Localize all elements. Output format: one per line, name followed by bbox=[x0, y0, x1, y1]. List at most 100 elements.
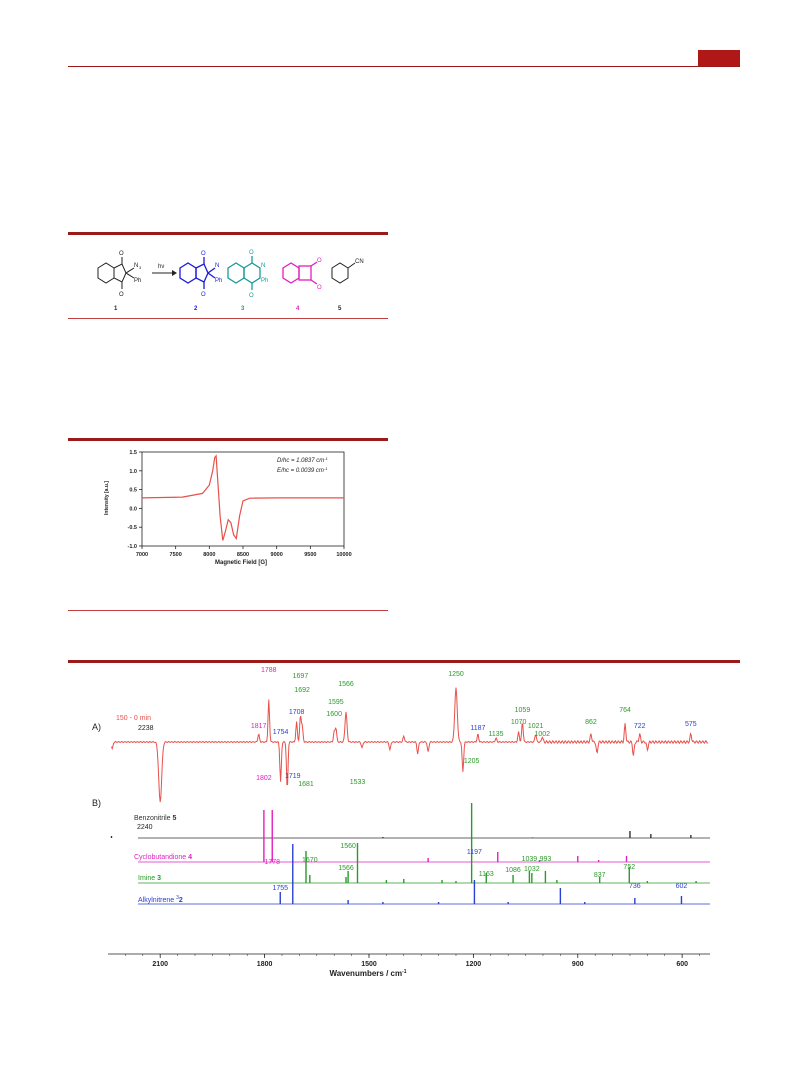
molecule-5 bbox=[331, 262, 356, 284]
arrow-head bbox=[172, 270, 177, 276]
scheme-top-bar bbox=[68, 232, 388, 235]
ir-xtick-label: 600 bbox=[676, 961, 688, 968]
ir-trace-A bbox=[111, 687, 709, 803]
molecule-3 bbox=[227, 256, 261, 290]
label-2240: 2240 bbox=[137, 824, 153, 831]
epr-xtick-label: 9000 bbox=[271, 552, 283, 558]
label-2238: 2238 bbox=[138, 725, 154, 732]
ir-annotation-A: 1059 bbox=[515, 707, 531, 714]
ir-annotation-A: 1070 bbox=[511, 719, 527, 726]
ir-xtick-label: 1800 bbox=[257, 961, 273, 968]
ir-annotation-B: 1533 bbox=[350, 779, 366, 786]
epr-xtick-label: 9500 bbox=[304, 552, 316, 558]
ir-annotation-A: 862 bbox=[585, 719, 597, 726]
mol2-Ph: Ph bbox=[215, 278, 222, 284]
label-5: 5 bbox=[338, 306, 342, 312]
series-name-2: Alkylnitrene 32 bbox=[138, 895, 183, 904]
molecule-4 bbox=[282, 261, 318, 285]
epr-trace bbox=[141, 454, 344, 541]
epr-ytick-label: 0.5 bbox=[129, 488, 137, 494]
epr-xtick-label: 8000 bbox=[203, 552, 215, 558]
ir-annotation-A: 1135 bbox=[488, 731, 503, 738]
mol3-O-top: O bbox=[249, 250, 254, 256]
mol2-N: N bbox=[215, 263, 219, 269]
mol2-O-top: O bbox=[201, 251, 206, 257]
ir-annotation-A: 1595 bbox=[328, 699, 344, 706]
epr-bottom-rule bbox=[68, 610, 388, 611]
panel-B-label: B) bbox=[92, 798, 101, 808]
ir-annotation-B: 1039 bbox=[522, 856, 538, 863]
epr-ytick-label: -0.5 bbox=[128, 525, 137, 531]
label-1: 1 bbox=[114, 306, 118, 312]
label-2: 2 bbox=[194, 306, 198, 312]
epr-xtick-label: 10000 bbox=[336, 552, 351, 558]
ir-annotation-B: 602 bbox=[676, 883, 688, 890]
series-name-4: Cyclobutandione 4 bbox=[134, 854, 192, 861]
ir-xtick-label: 900 bbox=[572, 961, 584, 968]
ir-xtick-label: 1500 bbox=[361, 961, 377, 968]
ir-annotations: 1817 1788 1754 1708 1697 1692 1600 1595 1566 1250… bbox=[251, 667, 697, 892]
label-4: 4 bbox=[296, 306, 300, 312]
ir-annotation-B: 1670 bbox=[302, 857, 318, 864]
ir-spectra: A) B) 150 - 0 min 2238 2240 Benzonitrile… bbox=[92, 667, 710, 978]
ir-annotation-A: 1600 bbox=[326, 711, 342, 718]
ir-top-bar bbox=[68, 660, 740, 663]
ir-xtick-label: 2100 bbox=[152, 961, 168, 968]
ir-annotation-B: 1163 bbox=[479, 871, 494, 878]
mol1-Ph: Ph bbox=[134, 278, 141, 284]
header-tab bbox=[698, 50, 740, 66]
ir-annotation-B: 736 bbox=[629, 883, 641, 890]
ir-annotation-B: 1778 bbox=[264, 859, 280, 866]
epr-legend-D: D/hc = 1.0837 cm-1 bbox=[277, 456, 328, 464]
epr-xtick-label: 8500 bbox=[237, 552, 249, 558]
molecule-2 bbox=[179, 257, 216, 289]
label-3: 3 bbox=[241, 306, 245, 312]
epr-ytick-label: 1.0 bbox=[129, 469, 137, 475]
ir-annotation-A: 575 bbox=[685, 721, 697, 728]
ir-annotation-A: 1788 bbox=[261, 667, 277, 674]
mol1-N3-sub: 3 bbox=[139, 265, 142, 270]
ir-annotation-B: 1560 bbox=[340, 843, 356, 850]
mol4-O-bot: O bbox=[317, 285, 322, 291]
epr-ytick-label: -1.0 bbox=[128, 544, 137, 550]
ir-annotation-B: 1802 bbox=[256, 775, 272, 782]
ir-annotation-B: 1197 bbox=[467, 849, 482, 856]
epr-axes: 7000 7500 8000 8500 9000 9500 10000 1.5 1.0 0.5 0.… bbox=[128, 450, 352, 558]
ir-annotation-B: 1566 bbox=[338, 865, 354, 872]
ir-xtick-label: 1200 bbox=[466, 961, 482, 968]
ir-annotation-A: 1754 bbox=[273, 729, 289, 736]
epr-ytick-label: 0.0 bbox=[129, 506, 137, 512]
ir-annotation-B: 1681 bbox=[298, 781, 314, 788]
mol3-Ph: Ph bbox=[261, 278, 268, 284]
epr-xtick-label: 7000 bbox=[136, 552, 148, 558]
ir-xlabel: Wavenumbers / cm-1 bbox=[329, 969, 406, 978]
ir-annotation-A: 1692 bbox=[294, 687, 310, 694]
ir-annotation-A: 722 bbox=[634, 723, 646, 730]
series-name-5: Benzonitrile 5 bbox=[134, 815, 177, 822]
ir-annotation-B: 1086 bbox=[505, 867, 521, 874]
ir-annotation-B: 837 bbox=[594, 872, 606, 879]
series-name-3: Imine 3 bbox=[138, 875, 161, 882]
ir-axis: 2100 1800 1500 1200 900 600 bbox=[108, 953, 710, 968]
reaction-scheme: O O N 3 Ph 1 hν O O N Ph 2 O O N Ph 3 O … bbox=[97, 250, 364, 312]
ir-traces-B bbox=[110, 803, 710, 905]
arrow-label: hν bbox=[158, 264, 164, 270]
ir-annotation-A: 1250 bbox=[448, 671, 464, 678]
ir-annotation-A: 1566 bbox=[338, 681, 354, 688]
mol5-CN: CN bbox=[355, 259, 364, 265]
epr-xlabel: Magnetic Field [G] bbox=[215, 560, 267, 566]
epr-ytick-label: 1.5 bbox=[129, 450, 137, 456]
ir-annotation-B: 1719 bbox=[285, 773, 301, 780]
ir-annotation-A: 1817 bbox=[251, 723, 267, 730]
mol2-O-bot: O bbox=[201, 292, 206, 298]
ir-annotation-A: 1187 bbox=[470, 725, 485, 732]
mol3-N: N bbox=[261, 263, 265, 269]
mol1-O-top: O bbox=[119, 251, 124, 257]
ir-annotation-A: 1697 bbox=[293, 673, 309, 680]
epr-ylabel: Intensity [a.u.] bbox=[104, 481, 110, 515]
ir-annotation-A: 1002 bbox=[534, 731, 550, 738]
mol1-N3: N bbox=[134, 263, 138, 269]
ir-annotation-B: 1032 bbox=[524, 866, 540, 873]
epr-legend-E: E/hc = 0.0039 cm-1 bbox=[277, 466, 327, 474]
mol3-O-bot: O bbox=[249, 293, 254, 299]
